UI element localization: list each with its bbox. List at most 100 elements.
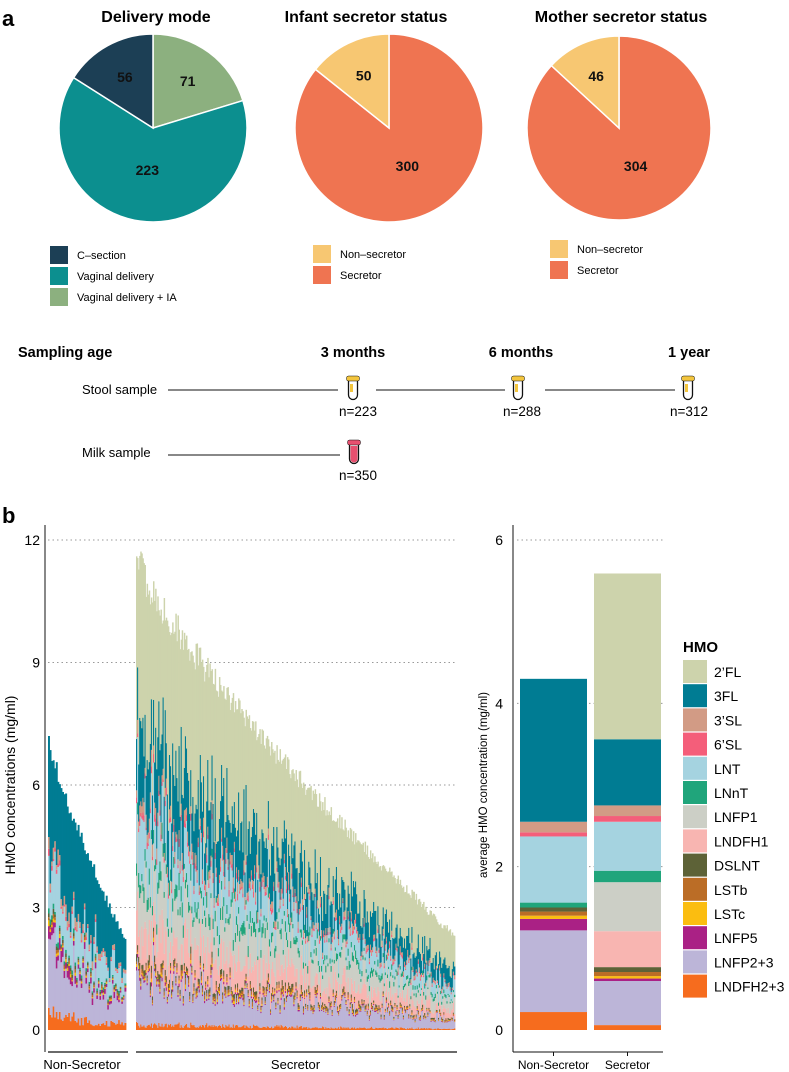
bar-segment [173, 1026, 175, 1030]
bar-segment [309, 999, 311, 1001]
bar-segment [183, 969, 186, 972]
bar-segment [164, 800, 167, 807]
bar-segment [54, 920, 57, 923]
bar-segment [159, 750, 161, 795]
bar-segment [364, 1008, 367, 1010]
bar-segment [279, 908, 282, 930]
bar-segment [385, 999, 388, 1001]
bar-segment [79, 926, 82, 928]
bar-segment [202, 837, 205, 898]
bar-segment [352, 1016, 355, 1029]
bar-segment [299, 929, 302, 933]
bar-segment [260, 988, 262, 1006]
bar-segment [161, 734, 163, 776]
bar-segment [239, 1027, 241, 1030]
bar-segment [115, 921, 118, 968]
bar-segment [323, 959, 325, 965]
bar-segment [192, 864, 194, 921]
bar-segment [386, 952, 389, 957]
bar-segment [82, 933, 85, 957]
bar-segment [175, 842, 177, 885]
bar-segment [369, 1010, 372, 1013]
x-tick-label-secretor: Secretor [605, 1058, 650, 1072]
bar-segment [87, 968, 89, 973]
bar-segment [51, 935, 54, 1018]
bar-segment [207, 657, 209, 761]
bar-segment [279, 1027, 282, 1030]
bar-segment [307, 942, 309, 966]
bar-segment [202, 1025, 205, 1030]
bar-segment [290, 923, 292, 926]
bar-segment [205, 843, 207, 885]
bar-segment [451, 1001, 454, 1003]
bar-segment [368, 1019, 371, 1021]
bar-segment [400, 1007, 403, 1009]
bar-segment [423, 991, 425, 996]
bar-segment [409, 960, 411, 978]
bar-segment [443, 925, 445, 960]
bar-segment [334, 997, 337, 1001]
bar-segment [451, 987, 454, 989]
bar-segment [335, 1028, 338, 1030]
bar-segment [295, 868, 297, 897]
bar-segment [254, 991, 256, 995]
bar-segment [48, 836, 50, 849]
bar-segment [347, 910, 350, 917]
bar-segment [420, 1011, 423, 1029]
bar-segment [237, 990, 239, 993]
bar-segment [255, 991, 257, 996]
bar-segment [140, 801, 142, 813]
bar-segment [316, 984, 319, 988]
bar-segment [264, 979, 267, 997]
bar-segment [327, 963, 329, 967]
bar-segment [139, 818, 141, 826]
bar-segment [150, 986, 153, 1024]
bar-segment [116, 969, 119, 972]
bar-segment [245, 785, 247, 855]
bar-segment [405, 983, 407, 986]
bar-segment [432, 998, 435, 1002]
bar-segment [440, 975, 442, 977]
bar-segment [372, 1009, 374, 1011]
bar-segment [200, 782, 203, 833]
bar-segment [87, 965, 89, 967]
bar-segment [370, 955, 373, 968]
bar-segment [206, 1023, 208, 1030]
bar-segment [446, 986, 448, 989]
bar-segment [347, 1027, 350, 1030]
bar-segment [231, 697, 234, 807]
bar-segment [202, 968, 205, 970]
avg-segment-lndfh2-3 [520, 1012, 587, 1030]
bar-segment [197, 779, 200, 838]
bar-segment [318, 1028, 321, 1030]
bar-segment [194, 977, 196, 981]
bar-segment [257, 1010, 259, 1027]
bar-segment [242, 852, 244, 883]
bar-segment [58, 865, 61, 926]
bar-segment [427, 973, 429, 975]
bar-segment [187, 842, 189, 847]
bar-segment [278, 984, 280, 989]
bar-segment [311, 892, 313, 929]
bar-segment [429, 960, 431, 963]
bar-segment [403, 997, 406, 1006]
bar-segment [374, 910, 376, 935]
bar-segment [190, 880, 192, 910]
bar-segment [116, 990, 119, 993]
bar-segment [439, 1028, 441, 1030]
bar-segment [442, 998, 444, 1009]
bar-segment [385, 1000, 388, 1002]
bar-segment [365, 953, 368, 970]
bar-segment [178, 629, 180, 747]
bar-segment [189, 957, 191, 992]
bar-segment [80, 832, 83, 934]
avg-segment-2-fl [594, 573, 661, 740]
bar-segment [323, 1006, 325, 1009]
bar-segment [282, 1027, 285, 1030]
bar-segment [359, 940, 361, 970]
bar-segment [55, 865, 58, 870]
avg-segment-lnfp2-3 [594, 981, 661, 1026]
bar-segment [225, 990, 227, 994]
bar-segment [72, 891, 75, 898]
bar-segment [440, 990, 442, 995]
